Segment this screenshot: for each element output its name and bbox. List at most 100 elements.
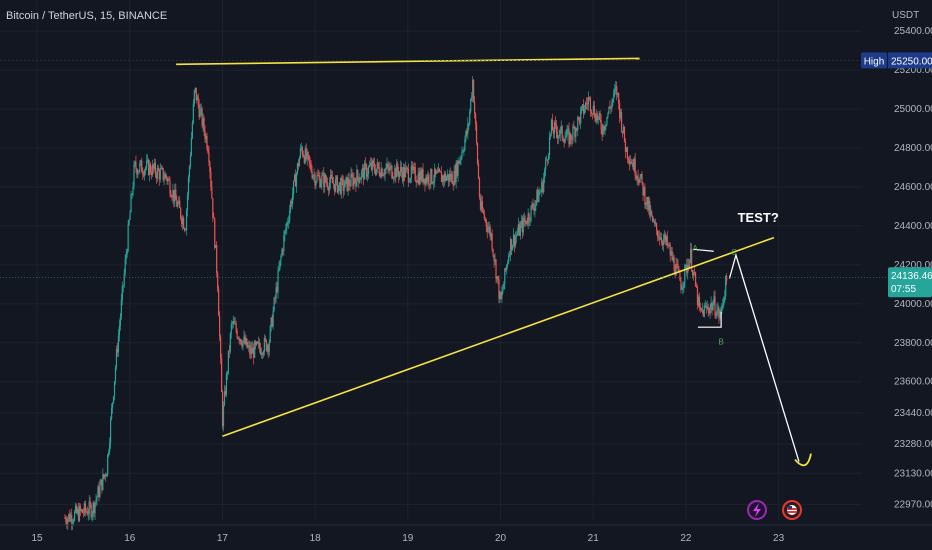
candle-body [551, 119, 554, 131]
projection-arrow[interactable] [693, 248, 812, 467]
candle [147, 158, 150, 176]
candle-body [341, 177, 343, 180]
candle [487, 221, 489, 233]
us-flag-event-icon[interactable] [782, 500, 802, 520]
candle-body [306, 152, 308, 159]
candle [403, 164, 406, 182]
candle [117, 329, 120, 357]
candle-body [130, 194, 132, 213]
candle-body [715, 315, 717, 317]
candle-body [148, 164, 151, 175]
candle [294, 169, 297, 187]
candle-body [177, 203, 179, 207]
candle-body [642, 182, 644, 196]
trendlines[interactable] [176, 57, 775, 438]
candle [633, 156, 635, 173]
candle [631, 159, 633, 167]
wave-b-line[interactable] [697, 311, 722, 328]
candle [463, 146, 465, 156]
candle-body [71, 514, 73, 524]
candle-body [420, 171, 422, 181]
candle-body [452, 183, 454, 186]
candle-body [331, 177, 334, 184]
candle [489, 224, 491, 241]
candle [398, 166, 400, 184]
candle-body [210, 172, 212, 187]
event-icons[interactable] [747, 500, 802, 520]
wave-a-line[interactable] [693, 248, 714, 252]
candle-body [365, 163, 367, 165]
candle [351, 168, 353, 178]
lightning-event-icon[interactable] [747, 500, 767, 520]
candle [306, 148, 308, 166]
candle-body [533, 208, 535, 211]
candle [642, 182, 644, 202]
candle-body [74, 511, 76, 521]
candle [484, 216, 486, 223]
candle [510, 236, 512, 262]
candle [147, 154, 149, 164]
candle-body [613, 91, 615, 99]
candle [106, 473, 108, 477]
candle-body [721, 305, 723, 309]
candle-body [722, 305, 724, 306]
candle [69, 509, 71, 523]
candle-body [290, 201, 292, 211]
trendline-rising-support[interactable] [222, 236, 775, 438]
candle-body [299, 147, 302, 158]
candle [148, 160, 151, 182]
candle-body [251, 347, 253, 354]
candle-body [391, 165, 393, 178]
candle [125, 248, 127, 265]
candle [236, 328, 238, 340]
candle [417, 167, 419, 186]
candle [411, 161, 413, 174]
candle [105, 472, 107, 482]
projection-target-hook[interactable] [794, 453, 812, 467]
projection-path[interactable] [728, 252, 800, 462]
candle-body [73, 520, 75, 522]
candle [103, 473, 105, 480]
price-axis[interactable]: 25400.00 25200.00 25000.00 24800.00 24600.00… [894, 26, 932, 510]
candle [137, 169, 139, 179]
trendline-top-resistance[interactable] [176, 57, 640, 66]
candle-body [352, 176, 354, 187]
candle [444, 171, 447, 183]
candle [348, 172, 350, 191]
candle-body [261, 353, 264, 355]
candle [551, 113, 554, 131]
candle [717, 302, 719, 316]
candle-body [314, 174, 316, 186]
candle-body [493, 255, 495, 262]
candle [583, 105, 586, 115]
candle [472, 76, 474, 103]
candle-body [301, 147, 303, 156]
candle [175, 183, 177, 200]
candle [622, 124, 625, 135]
candle [475, 120, 478, 146]
candle-body [322, 173, 324, 176]
candle [670, 246, 672, 256]
candle-body [665, 236, 667, 242]
time-axis[interactable]: 15 16 17 18 19 20 21 22 23 [0, 524, 932, 544]
candle-body [476, 143, 479, 164]
candle [154, 158, 156, 178]
candle-body [405, 167, 408, 169]
candle-body [154, 162, 156, 175]
candle-body [236, 330, 238, 338]
candle-body [682, 287, 684, 289]
candle-body [453, 170, 455, 186]
candle-body [140, 160, 142, 164]
candle-body [199, 109, 201, 118]
test-annotation: TEST? [738, 210, 779, 225]
candle [710, 296, 712, 313]
candle-body [585, 102, 588, 104]
candle [170, 190, 172, 198]
candle-body [598, 113, 600, 117]
candle-body [343, 187, 345, 192]
candle-body [287, 222, 289, 224]
candle-body [95, 499, 97, 503]
candle [446, 169, 448, 181]
candle [591, 113, 593, 120]
